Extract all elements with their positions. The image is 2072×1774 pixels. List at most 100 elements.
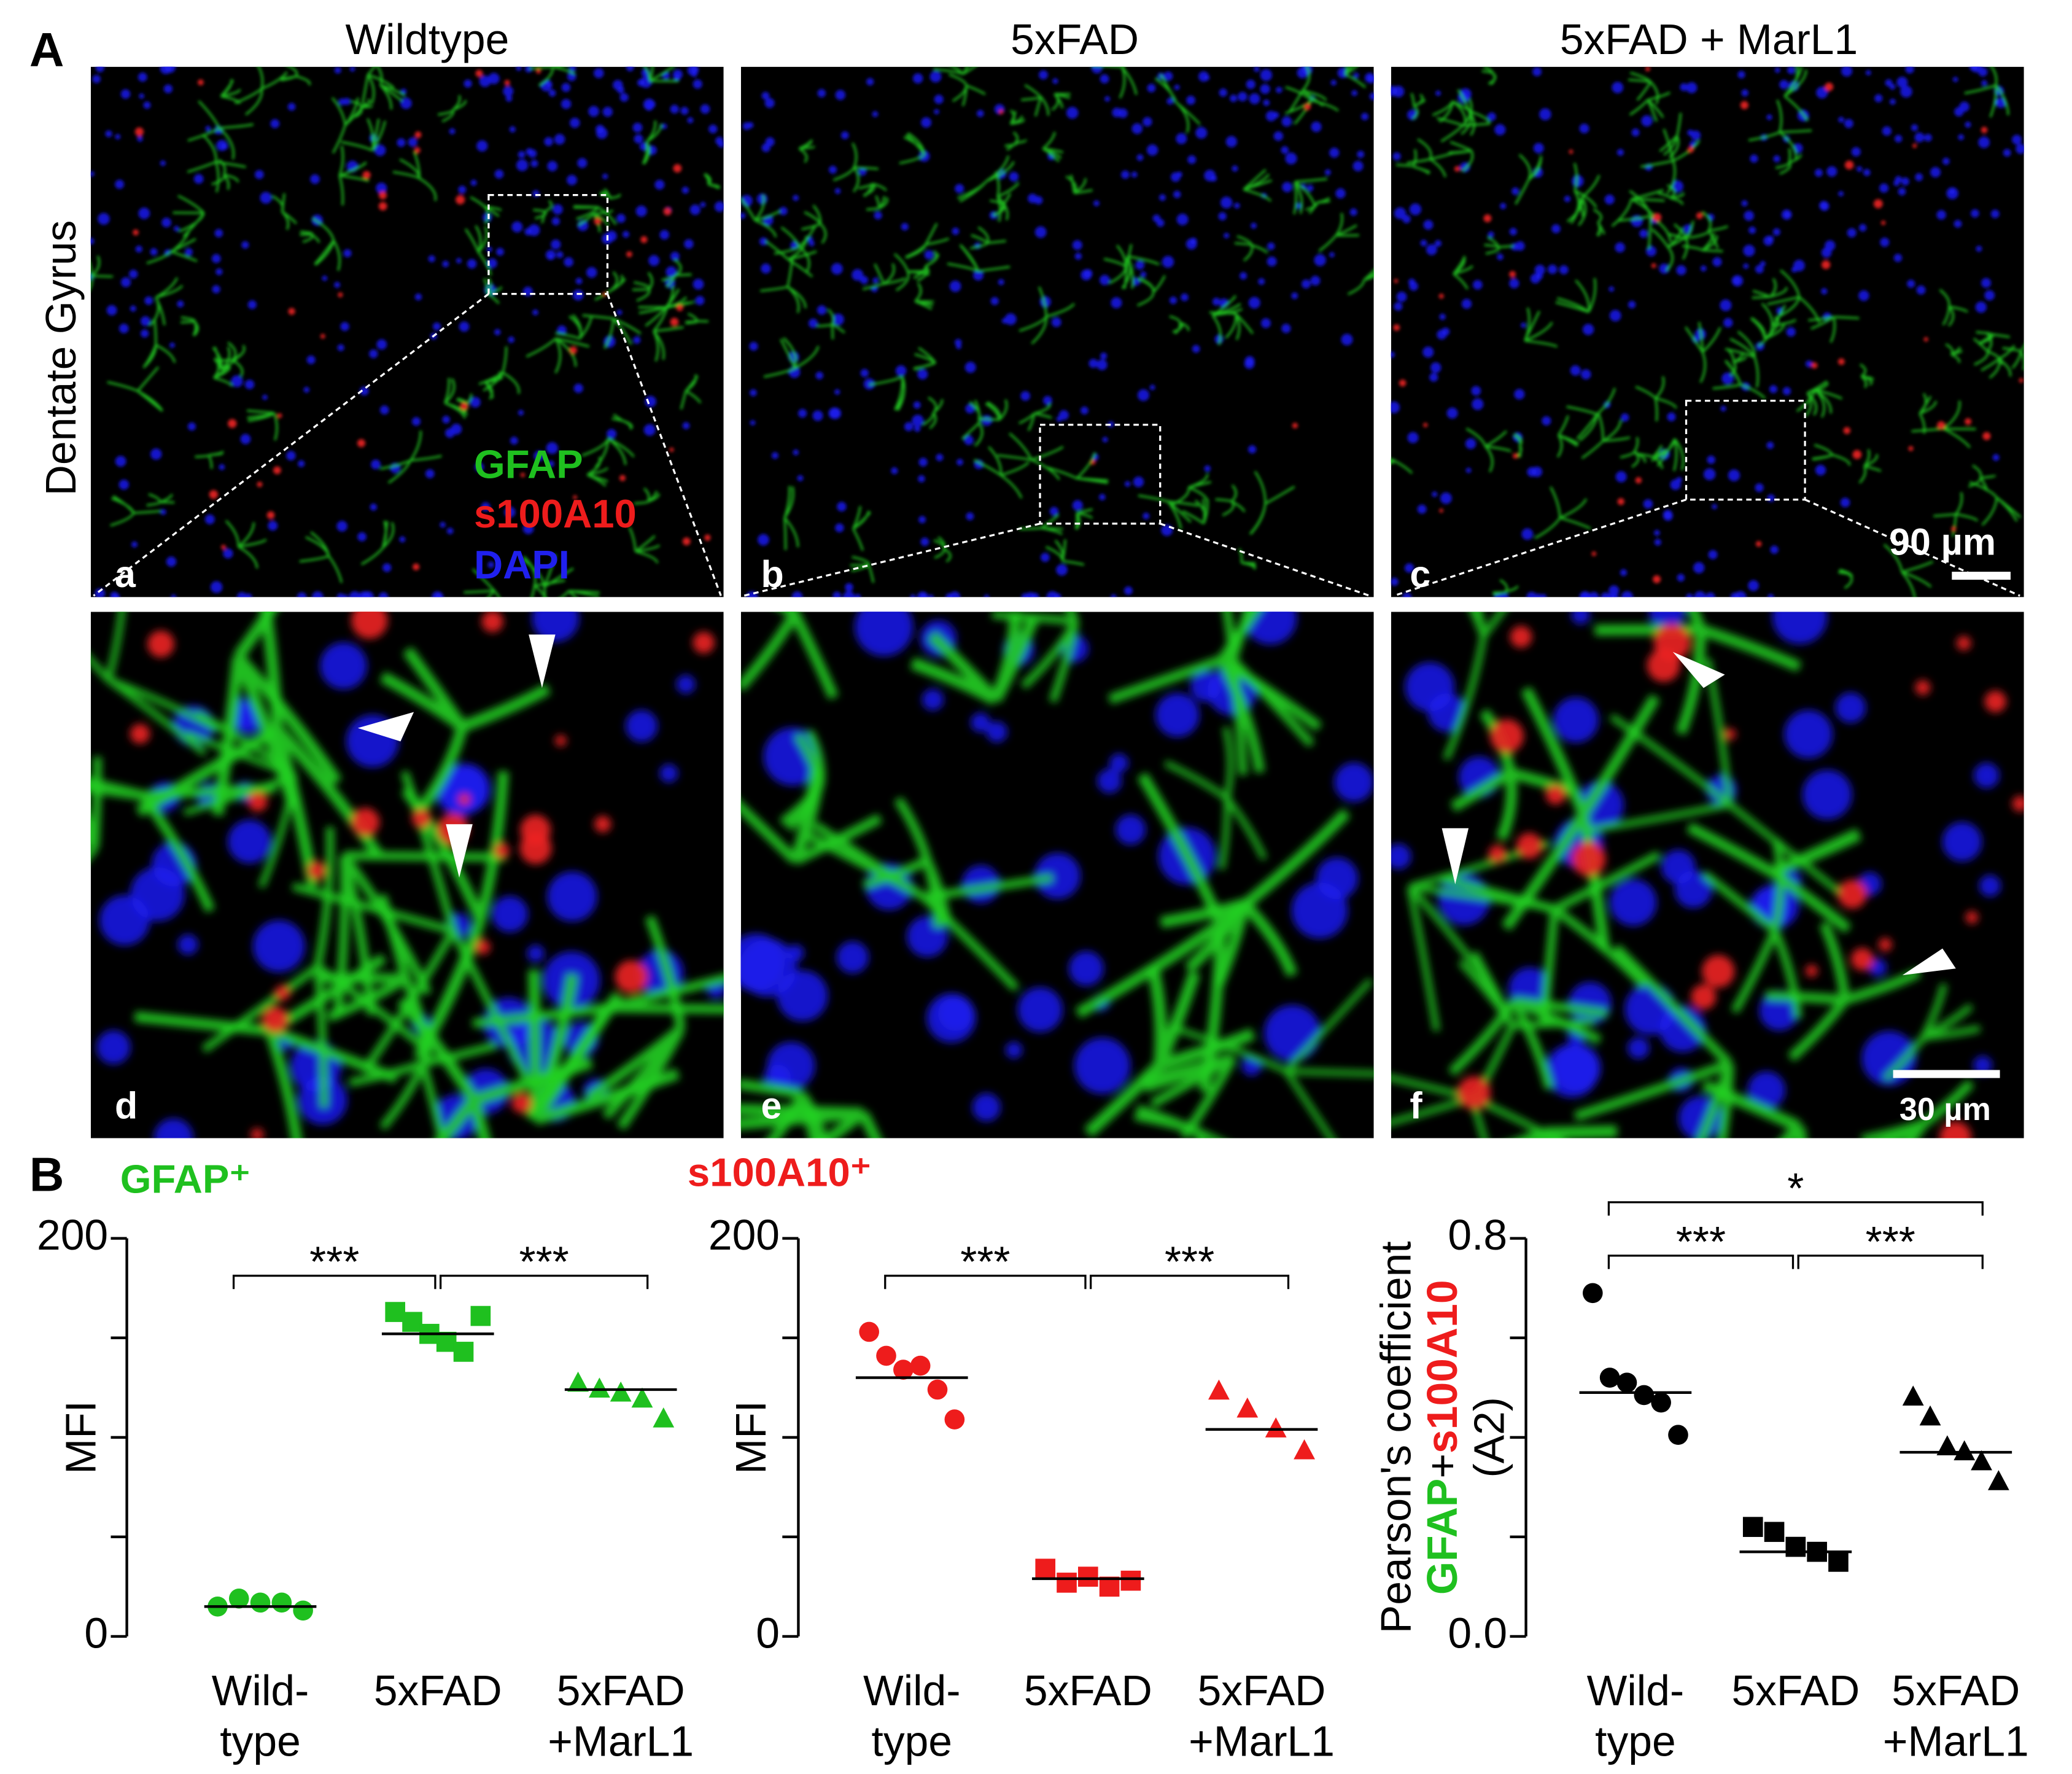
nucleus (928, 594, 934, 597)
data-point (1616, 1372, 1637, 1393)
nucleus (1004, 313, 1017, 325)
red-puncta (1852, 449, 1862, 459)
nucleus (1661, 849, 1696, 884)
nucleus (1282, 182, 1292, 193)
nucleus (2016, 144, 2024, 154)
nucleus (487, 258, 497, 268)
nucleus (1260, 84, 1270, 95)
nucleus (1911, 124, 1919, 131)
nucleus (118, 479, 130, 490)
nucleus (1353, 72, 1359, 79)
nucleus (210, 581, 223, 593)
astrocyte (632, 271, 653, 302)
nucleus (936, 453, 944, 462)
nucleus (1521, 322, 1526, 328)
astrocyte (201, 827, 432, 1108)
nucleus (1254, 66, 1260, 72)
data-point (1583, 1283, 1603, 1304)
astrocyte (173, 195, 205, 238)
nucleus (1857, 166, 1863, 172)
astrocyte (1457, 89, 1491, 136)
nucleus (1420, 239, 1427, 247)
nucleus (334, 281, 341, 288)
astrocyte (1238, 548, 1256, 570)
chart-title: s100A10⁺ (688, 1150, 871, 1195)
nucleus (130, 305, 136, 312)
astrocyte (1100, 66, 1138, 99)
astrocyte (300, 230, 320, 243)
micrograph-background (1391, 66, 2024, 597)
nucleus (1465, 438, 1476, 449)
nucleus (921, 117, 932, 128)
nucleus (1329, 147, 1340, 158)
nucleus (1885, 79, 1893, 87)
nucleus (334, 66, 341, 74)
astrocyte (582, 314, 642, 349)
astrocyte (1164, 726, 1267, 870)
nucleus (1341, 333, 1353, 346)
nucleus (1826, 166, 1837, 177)
y-axis-label: MFI (727, 1401, 775, 1474)
red-puncta (357, 439, 366, 448)
astrocyte (685, 313, 709, 325)
red-puncta (1915, 680, 1931, 696)
nucleus (1915, 173, 1923, 181)
nucleus (1747, 1071, 1785, 1110)
red-puncta (693, 631, 715, 654)
nucleus (526, 148, 533, 155)
nucleus (964, 362, 976, 373)
astrocyte (1752, 278, 1788, 299)
nucleus (508, 336, 514, 343)
nucleus (1258, 278, 1265, 285)
column-title: Wildtype (345, 15, 509, 63)
nucleus (1281, 146, 1289, 154)
nucleus (1676, 477, 1682, 483)
nucleus (834, 188, 841, 194)
red-puncta (1880, 220, 1886, 225)
nucleus (320, 642, 367, 690)
zoom-line (93, 293, 489, 597)
data-point (1208, 1379, 1230, 1400)
red-puncta (1724, 728, 1736, 740)
nucleus (602, 173, 608, 179)
astrocyte (1594, 612, 1802, 736)
astrocyte (1103, 244, 1133, 284)
nucleus (1579, 123, 1589, 134)
astrocyte (798, 139, 815, 163)
astrocyte (271, 193, 297, 230)
nucleus (494, 169, 504, 179)
nucleus (1621, 591, 1634, 597)
astrocyte (533, 200, 553, 224)
nucleus (1204, 74, 1210, 81)
nucleus (1976, 246, 1982, 252)
nucleus (1429, 373, 1438, 382)
nucleus (971, 712, 990, 733)
nucleus (832, 313, 844, 325)
y-tick-label: 200 (37, 1211, 108, 1259)
nucleus (1034, 226, 1047, 238)
astrocyte (90, 757, 102, 859)
data-point (944, 1409, 965, 1430)
nucleus (165, 66, 176, 73)
red-puncta (1569, 149, 1573, 154)
astrocyte (1911, 400, 1976, 448)
nucleus (1137, 389, 1150, 402)
astrocyte (1234, 235, 1268, 262)
astrocyte (1919, 392, 1937, 434)
data-point (589, 1377, 610, 1398)
nucleus (1942, 157, 1950, 165)
nucleus (1559, 265, 1569, 274)
nucleus (714, 201, 724, 212)
red-puncta (1438, 294, 1444, 299)
nucleus (926, 993, 976, 1043)
x-tick-label: +MarL1 (1883, 1718, 2029, 1765)
nucleus (509, 126, 516, 133)
astrocyte (970, 226, 1006, 250)
data-point (228, 1589, 249, 1609)
nucleus (358, 591, 370, 597)
nucleus (173, 225, 180, 231)
nucleus (920, 537, 929, 547)
nucleus (1500, 203, 1507, 209)
nucleus (1700, 265, 1707, 272)
astrocyte (961, 400, 984, 447)
